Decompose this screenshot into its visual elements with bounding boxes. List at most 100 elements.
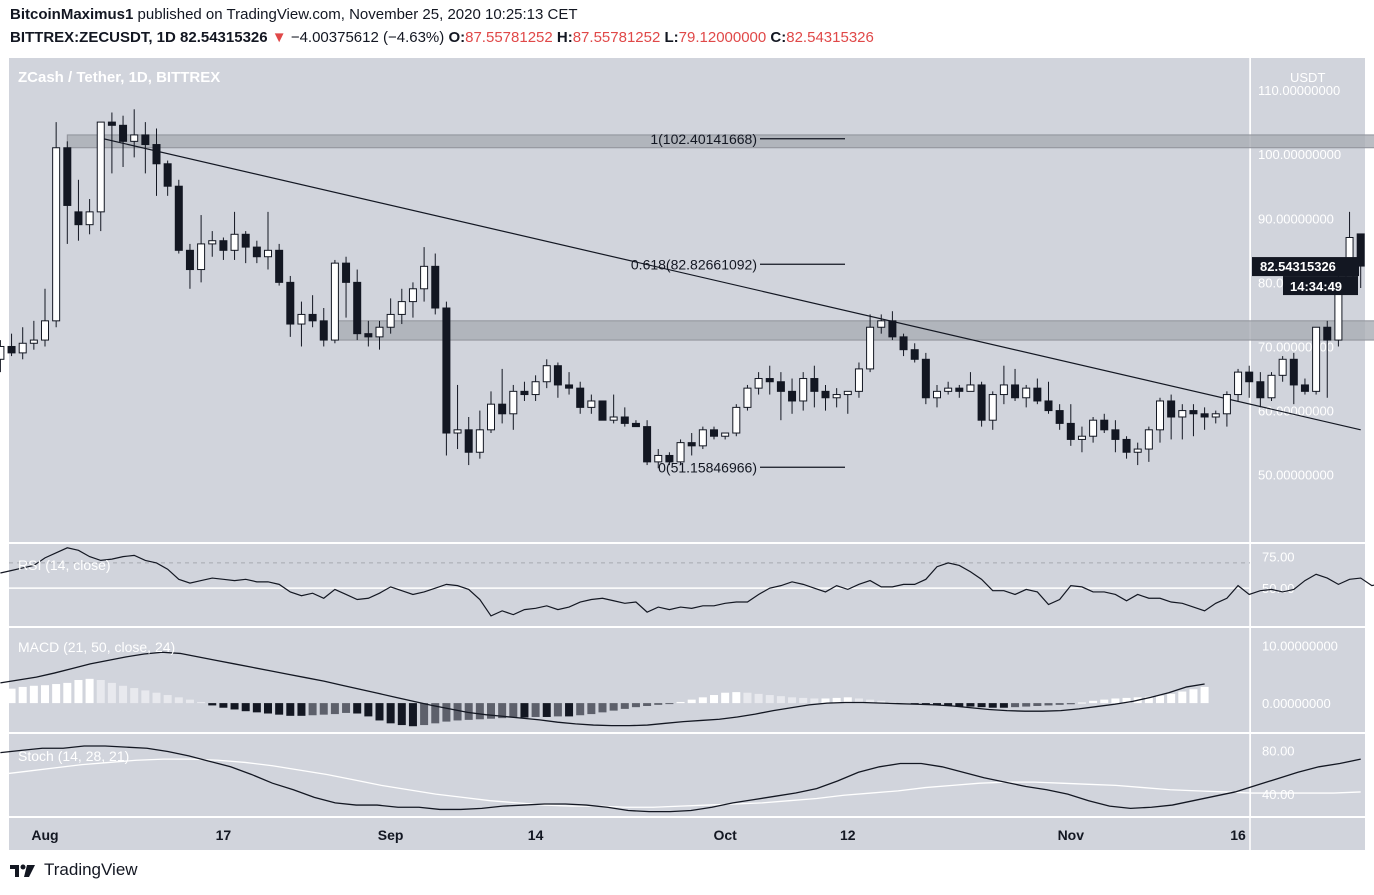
macd-histogram-bar <box>1189 689 1198 704</box>
time-axis-tick: 16 <box>1230 827 1246 843</box>
candle-body <box>152 144 161 165</box>
candle-body <box>553 365 562 386</box>
macd-histogram-bar <box>185 699 194 704</box>
candle-body <box>498 403 507 415</box>
fib-level-label: 1(102.40141668) <box>650 131 757 147</box>
candle-body <box>141 134 150 146</box>
fib-level-label: 0.618(82.82661092) <box>631 256 757 272</box>
macd-histogram-bar <box>1022 703 1031 707</box>
author-name[interactable]: BitcoinMaximus1 <box>10 6 134 23</box>
macd-histogram-bar <box>988 703 997 708</box>
macd-histogram-bar <box>453 703 462 721</box>
candle-body <box>1323 326 1332 341</box>
macd-histogram-bar <box>977 703 986 708</box>
footer-brand[interactable]: TradingView <box>44 860 138 879</box>
publish-info: published on TradingView.com, November 2… <box>133 6 578 23</box>
axis-background-1 <box>1251 544 1365 626</box>
candle-body <box>1278 358 1287 376</box>
candle-body <box>598 400 607 421</box>
symbol-line: BITTREX:ZECUSDT, 1D 82.54315326 ▼ −4.003… <box>10 29 874 46</box>
price-axis-unit: USDT <box>1290 70 1325 85</box>
time-axis-tick: Sep <box>378 827 404 843</box>
candle-body <box>342 262 351 283</box>
macd-histogram-bar <box>431 703 440 724</box>
candle-body <box>754 378 763 389</box>
macd-histogram-bar <box>665 703 674 705</box>
macd-histogram-bar <box>487 703 495 719</box>
time-axis-background <box>9 818 1365 850</box>
macd-histogram-bar <box>74 680 83 704</box>
candle-body <box>565 384 574 389</box>
macd-histogram-bar <box>63 682 72 704</box>
descending-trendline <box>100 137 1361 431</box>
pane-background-0 <box>9 58 1250 542</box>
macd-histogram-bar <box>1089 700 1098 704</box>
macd-histogram-bar <box>788 697 797 704</box>
candle-body <box>776 381 785 392</box>
candle-body <box>542 365 551 383</box>
macd-histogram-bar <box>342 703 351 713</box>
candle-body <box>888 320 897 338</box>
time-axis-tick: 12 <box>840 827 856 843</box>
candle-body <box>587 400 596 408</box>
macd-histogram-bar <box>810 698 819 704</box>
macd-histogram-bar <box>576 703 585 716</box>
candle-body <box>420 265 429 290</box>
candle-body <box>286 281 295 325</box>
candle-body <box>944 387 953 392</box>
fib-level-label: 0(51.15846966) <box>658 459 757 475</box>
macd-histogram-bar <box>754 693 763 704</box>
macd-pane-title: MACD (21, 50, close, 24) <box>18 639 175 655</box>
time-axis-tick: 17 <box>216 827 232 843</box>
macd-histogram-bar <box>252 703 261 713</box>
macd-histogram-bar <box>163 695 172 704</box>
macd-histogram-bar <box>85 678 94 704</box>
macd-histogram-bar <box>1167 693 1176 704</box>
candle-body <box>1178 410 1187 418</box>
price-pane-title: ZCash / Tether, 1D, BITTREX <box>18 69 220 86</box>
symbol-label: BITTREX:ZECUSDT, 1D <box>10 29 176 46</box>
candle-body <box>1156 400 1164 431</box>
candle-body <box>364 333 373 338</box>
candle-body <box>866 326 875 370</box>
macd-histogram-bar <box>609 703 618 711</box>
macd-histogram-bar <box>241 703 250 712</box>
candle-body <box>854 368 863 392</box>
change-value: −4.00375612 (−4.63%) <box>290 29 445 46</box>
macd-histogram-bar <box>866 699 875 704</box>
candle-body <box>1077 435 1086 440</box>
time-axis-tick: Aug <box>31 827 58 843</box>
macd-histogram-bar <box>275 703 284 715</box>
macd-histogram-bar <box>0 691 5 704</box>
macd-axis-tick: 10.00000000 <box>1262 638 1338 653</box>
macd-histogram-bar <box>955 703 964 707</box>
macd-histogram-bar <box>843 697 852 704</box>
candle-body <box>252 246 261 258</box>
macd-histogram-bar <box>230 703 239 710</box>
macd-histogram-bar <box>1178 691 1187 704</box>
macd-histogram-bar <box>776 696 785 704</box>
macd-histogram-bar <box>1077 702 1086 704</box>
macd-histogram-bar <box>208 703 217 706</box>
candle-body <box>1133 448 1142 453</box>
candle-body <box>330 262 339 341</box>
candle-body <box>821 390 830 399</box>
macd-histogram-bar <box>854 698 863 704</box>
macd-histogram-bar <box>966 703 975 707</box>
candle-body <box>977 384 986 421</box>
macd-histogram-bar <box>152 692 161 704</box>
candle-body <box>1200 413 1209 418</box>
high-value: 87.55781252 <box>572 29 661 46</box>
price-axis-tick: 100.00000000 <box>1258 147 1341 162</box>
close-value: 82.54315326 <box>786 29 874 46</box>
macd-axis-tick: 0.00000000 <box>1262 696 1331 711</box>
chart-canvas[interactable]: ZCash / Tether, 1D, BITTREX USDT 50.000000… <box>0 55 1374 850</box>
candle-body <box>1100 419 1109 431</box>
candle-body <box>999 384 1008 396</box>
tradingview-logo-icon <box>10 864 35 877</box>
macd-histogram-bar <box>1122 697 1131 704</box>
time-axis-tick: Oct <box>713 827 737 843</box>
candle-body <box>843 390 852 396</box>
candle-body <box>899 336 908 351</box>
macd-histogram-bar <box>698 697 707 704</box>
